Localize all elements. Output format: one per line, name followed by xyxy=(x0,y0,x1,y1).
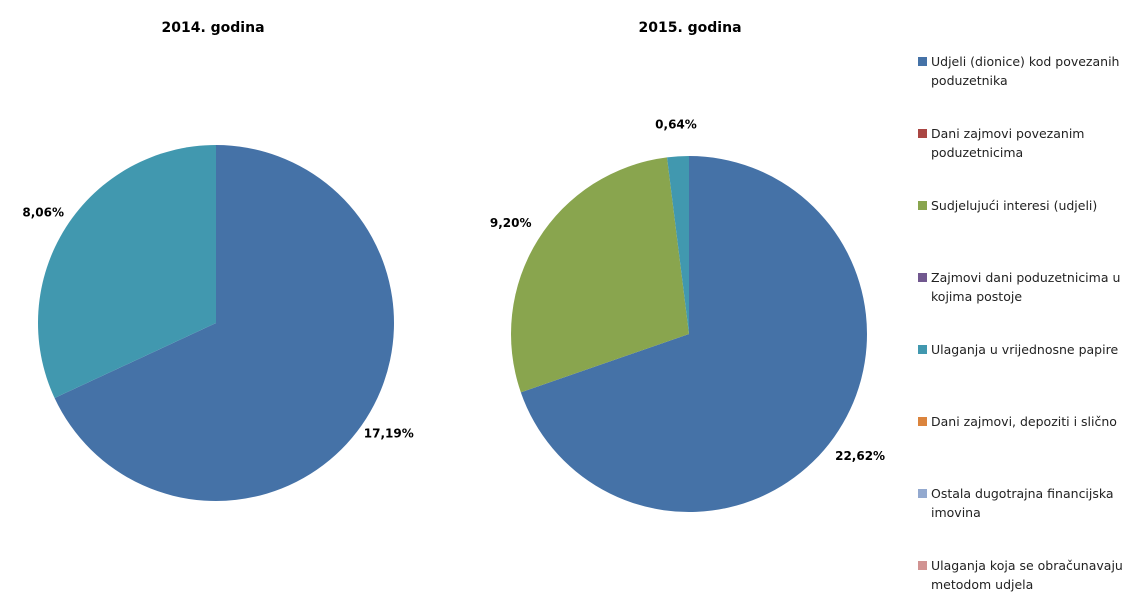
legend-label: Ulaganja u vrijednosne papire xyxy=(931,342,1119,357)
data-label: 22,62% xyxy=(835,449,885,463)
legend-swatch xyxy=(918,561,927,570)
legend-swatch xyxy=(918,57,927,66)
legend-item-metoda-udjela: Ulaganja koja se obračunavaju metodom ud… xyxy=(918,556,1140,594)
legend-item-zajmovi-povezanim: Dani zajmovi povezanim poduzetnicima xyxy=(918,124,1140,162)
chart-title-2015: 2015. godina xyxy=(638,20,741,36)
legend-swatch xyxy=(918,129,927,138)
legend-item-udjeli-povezani: Udjeli (dionice) kod povezanih poduzetni… xyxy=(918,52,1140,90)
data-label: 8,06% xyxy=(22,206,64,220)
legend-swatch xyxy=(918,417,927,426)
legend-swatch xyxy=(918,201,927,210)
legend-swatch xyxy=(918,345,927,354)
legend-item-ostala-imovina: Ostala dugotrajna financijska imovina xyxy=(918,484,1140,522)
legend-label: Dani zajmovi povezanim poduzetnicima xyxy=(931,126,1085,160)
legend-item-vrijednosni-papiri: Ulaganja u vrijednosne papire xyxy=(918,340,1140,359)
legend-label: Udjeli (dionice) kod povezanih poduzetni… xyxy=(931,54,1120,88)
pie-2015: 22,62% 9,20% 0,64% xyxy=(490,117,885,513)
pie-2014: 17,19% 8,06% xyxy=(22,145,414,501)
pie-slice xyxy=(54,145,394,501)
pie-slice xyxy=(520,156,867,513)
legend-swatch xyxy=(918,489,927,498)
legend-item-zajmovi-poduzetnicima: Zajmovi dani poduzetnicima u kojima post… xyxy=(918,268,1140,306)
legend-item-depoziti: Dani zajmovi, depoziti i slično xyxy=(918,412,1140,431)
legend-label: Zajmovi dani poduzetnicima u kojima post… xyxy=(931,270,1121,304)
data-label: 0,64% xyxy=(655,117,697,131)
legend-label: Dani zajmovi, depoziti i slično xyxy=(931,414,1117,429)
pie-slice xyxy=(511,157,689,393)
pie-slice xyxy=(667,156,689,334)
legend-label: Ostala dugotrajna financijska imovina xyxy=(931,486,1114,520)
legend-swatch xyxy=(918,273,927,282)
legend-label: Sudjelujući interesi (udjeli) xyxy=(931,198,1098,213)
chart-title-2014: 2014. godina xyxy=(161,20,264,36)
legend-label: Ulaganja koja se obračunavaju metodom ud… xyxy=(931,558,1123,592)
pie-slice xyxy=(37,145,217,398)
data-label: 17,19% xyxy=(364,426,414,440)
legend-item-sudjelujuci-interesi: Sudjelujući interesi (udjeli) xyxy=(918,196,1140,215)
data-label: 9,20% xyxy=(490,216,532,230)
